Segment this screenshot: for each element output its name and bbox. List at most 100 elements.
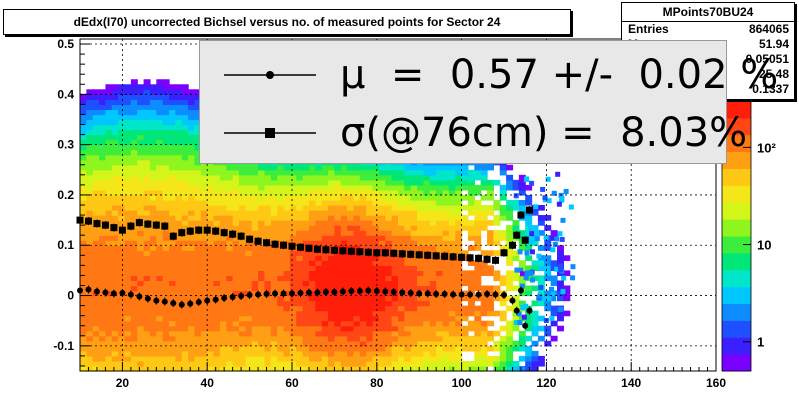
heatmap-cell: [296, 215, 304, 221]
heatmap-cell: [334, 290, 342, 297]
heatmap-cell: [194, 194, 202, 201]
heatmap-cell: [378, 355, 386, 362]
heatmap-cell: [137, 109, 145, 116]
heatmap-cell: [302, 345, 310, 352]
heatmap-cell: [308, 285, 316, 292]
heatmap-cell: [308, 265, 316, 271]
heatmap-cell: [111, 235, 119, 241]
heatmap-cell: [404, 169, 412, 176]
heatmap-cell: [200, 215, 208, 221]
heatmap-cell: [118, 310, 126, 317]
heatmap-cell: [340, 295, 348, 302]
heatmap-cell: [200, 205, 208, 211]
sigma-data-point: [356, 248, 364, 256]
heatmap-cell: [175, 295, 183, 302]
heatmap-cell: [467, 360, 475, 367]
heatmap-cell: [308, 164, 316, 171]
heatmap-cell: [555, 171, 561, 177]
heatmap-cell: [487, 355, 494, 362]
heatmap-cell: [130, 124, 138, 131]
heatmap-cell: [86, 365, 94, 372]
heatmap-cell: [219, 350, 227, 357]
heatmap-cell: [194, 335, 202, 342]
heatmap-cell: [391, 310, 399, 317]
heatmap-cell: [391, 169, 399, 176]
heatmap-cell: [321, 205, 329, 211]
heatmap-cell: [417, 199, 425, 206]
heatmap-cell: [474, 174, 482, 181]
heatmap-cell: [124, 350, 132, 357]
heatmap-cell: [436, 174, 444, 181]
heatmap-cell: [506, 225, 514, 231]
heatmap-cell: [296, 350, 304, 357]
colorbar-segment: [722, 337, 751, 355]
heatmap-cell: [270, 305, 278, 312]
heatmap-cell: [181, 345, 189, 352]
heatmap-cell: [417, 169, 425, 176]
heatmap-cell: [308, 270, 316, 277]
heatmap-cell: [143, 230, 151, 236]
heatmap-cell: [226, 355, 234, 362]
heatmap-cell: [528, 226, 534, 232]
heatmap-cell: [149, 275, 157, 282]
heatmap-cell: [213, 335, 221, 342]
x-tick-label: 120: [536, 376, 556, 390]
heatmap-cell: [529, 231, 535, 237]
heatmap-cell: [194, 250, 202, 256]
heatmap-cell: [302, 300, 310, 307]
heatmap-cell: [156, 139, 164, 146]
heatmap-cell: [169, 189, 176, 196]
heatmap-cell: [175, 300, 183, 307]
heatmap-cell: [289, 205, 297, 211]
heatmap-cell: [499, 205, 507, 211]
heatmap-cell: [467, 335, 475, 342]
heatmap-cell: [544, 325, 552, 332]
heatmap-cell: [124, 295, 132, 302]
heatmap-cell: [181, 99, 189, 105]
heatmap-cell: [232, 199, 240, 206]
heatmap-cell: [410, 174, 418, 181]
heatmap-cell: [385, 255, 393, 261]
heatmap-cell: [239, 275, 246, 282]
heatmap-cell: [398, 230, 405, 236]
heatmap-cell: [340, 174, 348, 181]
heatmap-cell: [474, 240, 482, 246]
heatmap-cell: [111, 144, 119, 151]
heatmap-cell: [251, 310, 259, 317]
heatmap-cell: [537, 205, 545, 211]
heatmap-cell: [487, 345, 494, 352]
heatmap-cell: [105, 360, 113, 367]
heatmap-cell: [80, 205, 87, 211]
heatmap-cell: [302, 194, 310, 201]
heatmap-cell: [340, 310, 348, 317]
heatmap-cell: [550, 310, 558, 317]
x-tick-label: 20: [116, 376, 130, 390]
sigma-data-point: [373, 249, 381, 257]
heatmap-cell: [302, 174, 310, 181]
heatmap-cell: [372, 220, 380, 226]
heatmap-cell: [302, 210, 310, 216]
heatmap-cell: [499, 300, 507, 307]
heatmap-cell: [448, 245, 456, 251]
heatmap-cell: [194, 270, 202, 277]
heatmap-cell: [162, 94, 170, 100]
heatmap-cell: [258, 189, 266, 196]
heatmap-cell: [315, 305, 323, 312]
heatmap-cell: [219, 305, 227, 312]
heatmap-cell: [124, 179, 132, 186]
heatmap-cell: [302, 215, 310, 221]
heatmap-cell: [130, 119, 138, 126]
heatmap-cell: [429, 270, 437, 277]
heatmap-cell: [321, 360, 329, 367]
heatmap-cell: [359, 360, 367, 367]
heatmap-cell: [181, 310, 189, 317]
heatmap-cell: [487, 305, 494, 312]
heatmap-cell: [226, 184, 234, 191]
heatmap-cell: [181, 355, 189, 362]
heatmap-cell: [391, 199, 399, 206]
heatmap-cell: [118, 340, 126, 347]
heatmap-cell: [474, 335, 482, 342]
heatmap-cell: [283, 270, 291, 277]
heatmap-cell: [391, 164, 399, 171]
heatmap-cell: [92, 330, 100, 337]
